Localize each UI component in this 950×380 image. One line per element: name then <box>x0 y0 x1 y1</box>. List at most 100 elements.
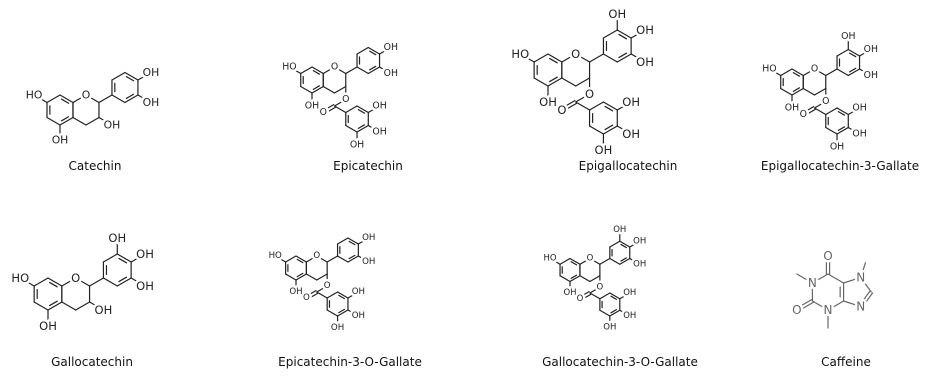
bond <box>98 116 113 126</box>
atom-label: OH <box>623 311 636 321</box>
bond <box>111 94 126 104</box>
bond <box>837 126 846 131</box>
bond <box>49 281 58 288</box>
bond <box>333 105 347 114</box>
atom-label: OH <box>563 288 576 298</box>
bond <box>356 105 369 114</box>
bond <box>792 87 801 92</box>
bond <box>75 301 91 311</box>
bond <box>559 257 571 265</box>
bond <box>102 277 118 287</box>
bond <box>316 285 328 293</box>
molecule-name: Caffeine <box>821 355 871 369</box>
bond <box>357 255 370 263</box>
bond <box>791 87 804 96</box>
bond <box>825 107 838 116</box>
bond <box>802 87 816 96</box>
bond <box>306 292 319 300</box>
atom-label: HO <box>511 47 529 61</box>
bond <box>369 65 377 71</box>
bond <box>296 272 304 278</box>
bond <box>616 29 632 39</box>
atom-label: OH <box>352 287 365 297</box>
atom-label: OH <box>595 143 613 157</box>
atom-label: O <box>313 251 320 261</box>
bond <box>602 125 618 135</box>
bond <box>813 87 827 96</box>
bond <box>347 237 359 245</box>
bond <box>847 107 861 116</box>
bond <box>549 76 558 83</box>
bond <box>533 77 549 87</box>
bond <box>629 257 641 265</box>
bond <box>578 291 590 298</box>
bond <box>570 261 578 266</box>
atom-label: OH <box>864 44 878 55</box>
bond <box>345 124 358 133</box>
atom-label: HO <box>269 251 282 261</box>
bond <box>338 308 346 314</box>
bond <box>347 255 359 263</box>
bond <box>348 240 356 246</box>
bond <box>616 125 632 135</box>
bond <box>619 257 631 265</box>
bond <box>599 309 611 317</box>
bond <box>130 277 146 287</box>
bond <box>85 94 100 104</box>
bond <box>836 107 849 116</box>
bond <box>285 273 297 281</box>
bond <box>836 48 849 57</box>
bond <box>111 71 126 81</box>
bond <box>60 116 70 122</box>
bond <box>860 276 872 293</box>
bond <box>620 257 627 262</box>
atom-label: OH <box>633 259 646 269</box>
bond <box>610 309 618 314</box>
bond <box>333 85 347 94</box>
bond <box>811 273 829 284</box>
bond <box>98 94 113 104</box>
bond <box>836 126 849 135</box>
atom-label: OH <box>623 288 636 298</box>
atom-label: O <box>587 254 594 264</box>
bond <box>811 300 829 311</box>
bond <box>356 66 369 75</box>
bond <box>338 294 346 300</box>
bond <box>137 94 152 104</box>
atom-label: OH <box>372 101 386 112</box>
atom-label: OH <box>362 257 375 267</box>
bond <box>295 273 307 281</box>
bond <box>47 301 63 311</box>
bond <box>768 68 782 77</box>
bond <box>847 48 861 57</box>
atom-label: OH <box>384 42 398 53</box>
bond <box>336 291 349 299</box>
atom-label: O <box>597 282 604 292</box>
atom-label: O <box>822 96 829 107</box>
bond <box>569 257 581 265</box>
bond <box>348 254 356 260</box>
bond <box>533 53 549 63</box>
bond <box>300 85 313 94</box>
bond <box>316 273 328 281</box>
bond <box>618 52 628 59</box>
bond <box>33 277 49 287</box>
bond <box>300 66 313 75</box>
bond <box>326 309 339 317</box>
atom-label: OH <box>830 142 844 153</box>
atom-label: HO <box>282 62 296 73</box>
atom-label: HO <box>544 254 557 264</box>
bond <box>311 66 324 75</box>
bond <box>559 275 571 283</box>
atom-label: O <box>342 94 349 105</box>
atom-label: N <box>824 303 833 317</box>
atom-label: HO <box>762 64 776 75</box>
bond <box>125 93 135 99</box>
bond <box>589 292 601 300</box>
bond <box>847 68 861 77</box>
bond <box>602 29 618 39</box>
bond <box>589 275 601 283</box>
bond <box>619 292 631 300</box>
bond <box>59 94 74 104</box>
